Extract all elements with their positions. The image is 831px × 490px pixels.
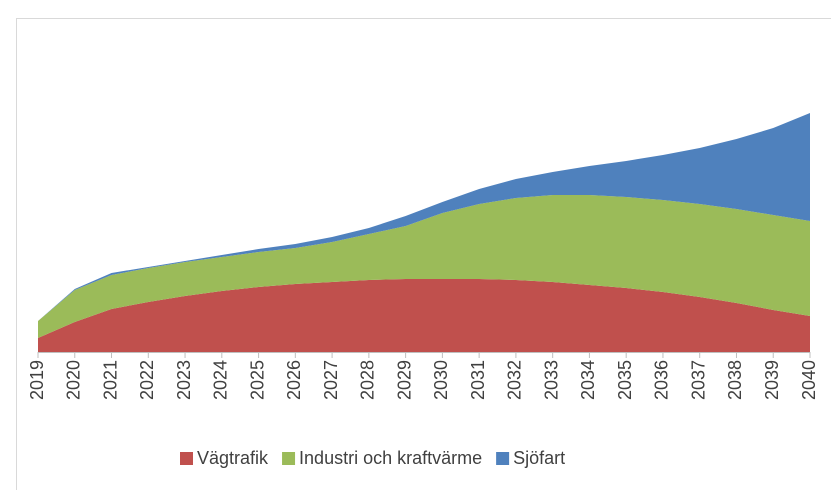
x-tick-label: 2021 [100,360,120,400]
area [38,113,810,321]
x-tick-label: 2023 [174,360,194,400]
x-tick-label: 2035 [615,360,635,400]
x-tick-label: 2026 [284,360,304,400]
legend-label: Sjöfart [513,448,565,468]
x-tick-label: 2029 [394,360,414,400]
area [38,279,810,352]
x-tick-label: 2034 [578,360,598,400]
legend-swatch [180,452,193,465]
x-tick-label: 2039 [762,360,782,400]
area [38,195,810,338]
x-tick-label: 2032 [505,360,525,400]
x-tick-label: 2038 [725,360,745,400]
legend-swatch [282,452,296,465]
x-tick-label: 2020 [64,360,84,400]
x-tick-label: 2040 [799,360,819,400]
x-tick-label: 2030 [431,360,451,400]
x-tick-label: 2028 [358,360,378,400]
x-tick-label: 2025 [247,360,267,400]
x-tick-label: 2033 [541,360,561,400]
x-tick-label: 2037 [688,360,708,400]
x-tick-label: 2036 [652,360,672,400]
x-tick-label: 2024 [211,360,231,400]
x-tick-label: 2019 [27,360,47,400]
chart-border [16,18,831,490]
legend-label: Vägtrafik [197,448,269,468]
x-tick-label: 2031 [468,360,488,400]
x-tick-label: 2022 [137,360,157,400]
x-tick-label: 2027 [321,360,341,400]
legend-swatch [496,452,510,465]
legend-label: Industri och kraftvärme [299,448,482,468]
